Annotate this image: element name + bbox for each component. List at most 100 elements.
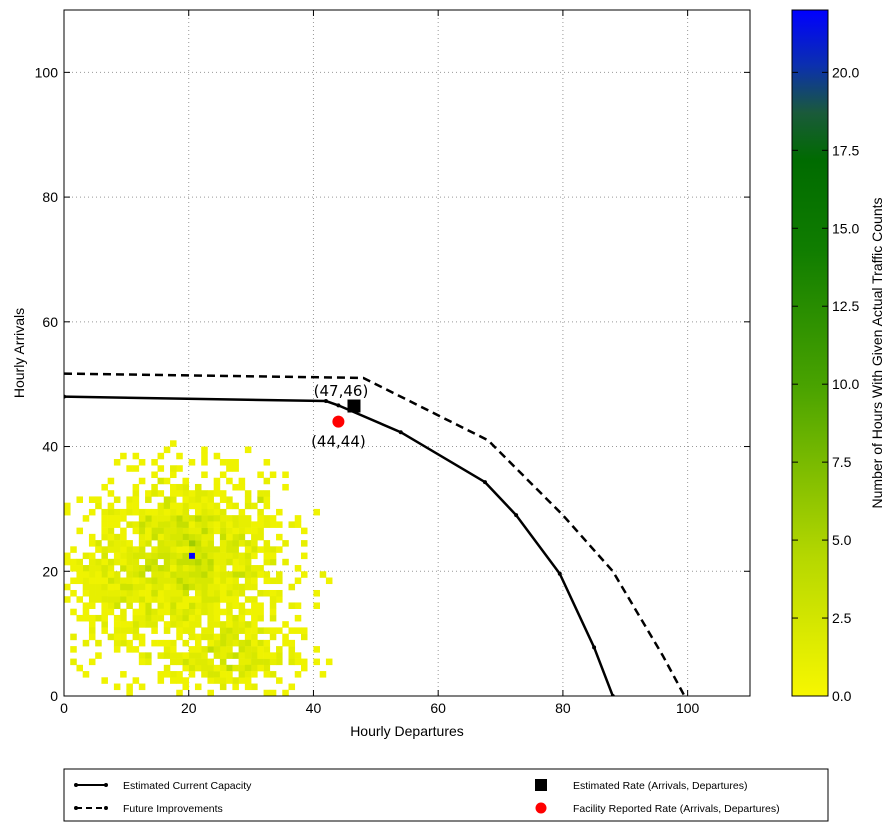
heatmap-cell xyxy=(238,664,246,672)
heatmap-cell xyxy=(232,502,239,510)
heatmap-cell xyxy=(182,502,190,510)
heatmap-cell xyxy=(238,608,246,616)
heatmap-cell xyxy=(126,565,133,572)
heatmap-cell xyxy=(188,558,196,566)
heatmap-cell xyxy=(219,683,227,691)
heatmap-cell xyxy=(288,683,296,691)
heatmap-cell xyxy=(170,521,177,528)
heatmap-cell xyxy=(176,540,183,547)
x-tick-label: 0 xyxy=(60,700,68,716)
heatmap-cell xyxy=(276,589,283,597)
heatmap-cell xyxy=(113,577,121,585)
heatmap-cell xyxy=(226,608,233,616)
capacity-vertex xyxy=(592,645,597,650)
heatmap-cell xyxy=(238,571,246,578)
heatmap-cell xyxy=(238,652,246,659)
heatmap-cell xyxy=(251,652,258,659)
heatmap-cell xyxy=(288,602,296,609)
heatmap-cell xyxy=(138,589,146,597)
heatmap-cell xyxy=(145,583,152,591)
heatmap-cell xyxy=(163,639,171,647)
heatmap-cell xyxy=(101,571,108,578)
heatmap-cell xyxy=(226,577,233,585)
heatmap-cell xyxy=(251,627,258,634)
heatmap-cell xyxy=(182,571,190,578)
heatmap-cell xyxy=(176,602,183,609)
heatmap-cell xyxy=(276,652,283,659)
heatmap-cell xyxy=(207,671,214,678)
heatmap-cell xyxy=(145,602,152,609)
heatmap-cell xyxy=(244,671,252,678)
heatmap-cell xyxy=(64,558,71,566)
heatmap-cell xyxy=(176,596,183,603)
heatmap-cell xyxy=(238,515,246,522)
heatmap-cell xyxy=(232,521,239,528)
heatmap-cell xyxy=(145,515,152,522)
heatmap-cell xyxy=(88,577,96,585)
heatmap-cell xyxy=(232,677,239,684)
heatmap-cell xyxy=(157,552,165,560)
heatmap-cell xyxy=(207,689,214,696)
heatmap-cell xyxy=(219,621,227,628)
heatmap-cell xyxy=(257,602,264,609)
heatmap-cell xyxy=(170,496,177,503)
heatmap-cell xyxy=(170,533,177,541)
heatmap-cell xyxy=(182,515,190,522)
heatmap-cell xyxy=(319,571,327,578)
heatmap-cell xyxy=(269,515,277,522)
heatmap-cell xyxy=(207,583,214,591)
heatmap-cell xyxy=(244,515,252,522)
heatmap-cell xyxy=(238,483,246,491)
heatmap-cell xyxy=(138,533,146,541)
heatmap-cell xyxy=(313,508,320,516)
heatmap-cell xyxy=(138,459,146,466)
heatmap-cell xyxy=(95,596,102,603)
x-tick-label: 60 xyxy=(430,700,446,716)
heatmap-cell xyxy=(113,540,121,547)
heatmap-cell xyxy=(257,496,264,503)
heatmap-cell xyxy=(126,577,133,585)
heatmap-cell xyxy=(201,565,208,572)
heatmap-cell xyxy=(207,558,214,566)
heatmap-cell xyxy=(201,490,208,497)
capacity-vertex xyxy=(514,513,519,518)
heatmap-cell xyxy=(244,677,252,684)
heatmap-cell xyxy=(182,508,190,516)
heatmap-cell xyxy=(176,571,183,578)
heatmap-cell xyxy=(288,658,296,666)
heatmap-cell xyxy=(232,639,239,647)
heatmap-cell xyxy=(194,583,202,591)
heatmap-cell xyxy=(138,577,146,585)
heatmap-cell xyxy=(132,608,140,616)
heatmap-cell xyxy=(88,571,96,578)
heatmap-cell xyxy=(170,671,177,678)
heatmap-cell xyxy=(219,658,227,666)
heatmap-cell xyxy=(188,533,196,541)
heatmap-cell xyxy=(163,446,171,454)
heatmap-cell xyxy=(257,627,264,634)
heatmap-cell xyxy=(151,614,158,622)
heatmap-cell xyxy=(282,540,289,547)
heatmap-cell xyxy=(157,602,165,609)
heatmap-cell xyxy=(226,552,233,560)
heatmap-cell xyxy=(213,502,221,510)
heatmap-cell xyxy=(257,521,264,528)
heatmap-cell xyxy=(132,508,140,516)
heatmap-cell xyxy=(238,677,246,684)
heatmap-cell xyxy=(269,471,277,479)
heatmap-cell xyxy=(300,664,308,672)
heatmap-cell xyxy=(163,621,171,628)
heatmap-cell xyxy=(219,471,227,479)
heatmap-cell xyxy=(107,571,115,578)
heatmap-cell xyxy=(201,452,208,460)
heatmap-cell xyxy=(194,608,202,616)
heatmap-cell xyxy=(207,639,214,647)
heatmap-cell xyxy=(145,608,152,616)
heatmap-cell xyxy=(213,483,221,491)
heatmap-cell xyxy=(132,546,140,553)
heatmap-cell xyxy=(120,577,127,585)
heatmap-cell xyxy=(244,490,252,497)
colorbar-tick-label: 2.5 xyxy=(832,610,852,626)
heatmap-cell xyxy=(163,608,171,616)
heatmap-cell xyxy=(126,546,133,553)
